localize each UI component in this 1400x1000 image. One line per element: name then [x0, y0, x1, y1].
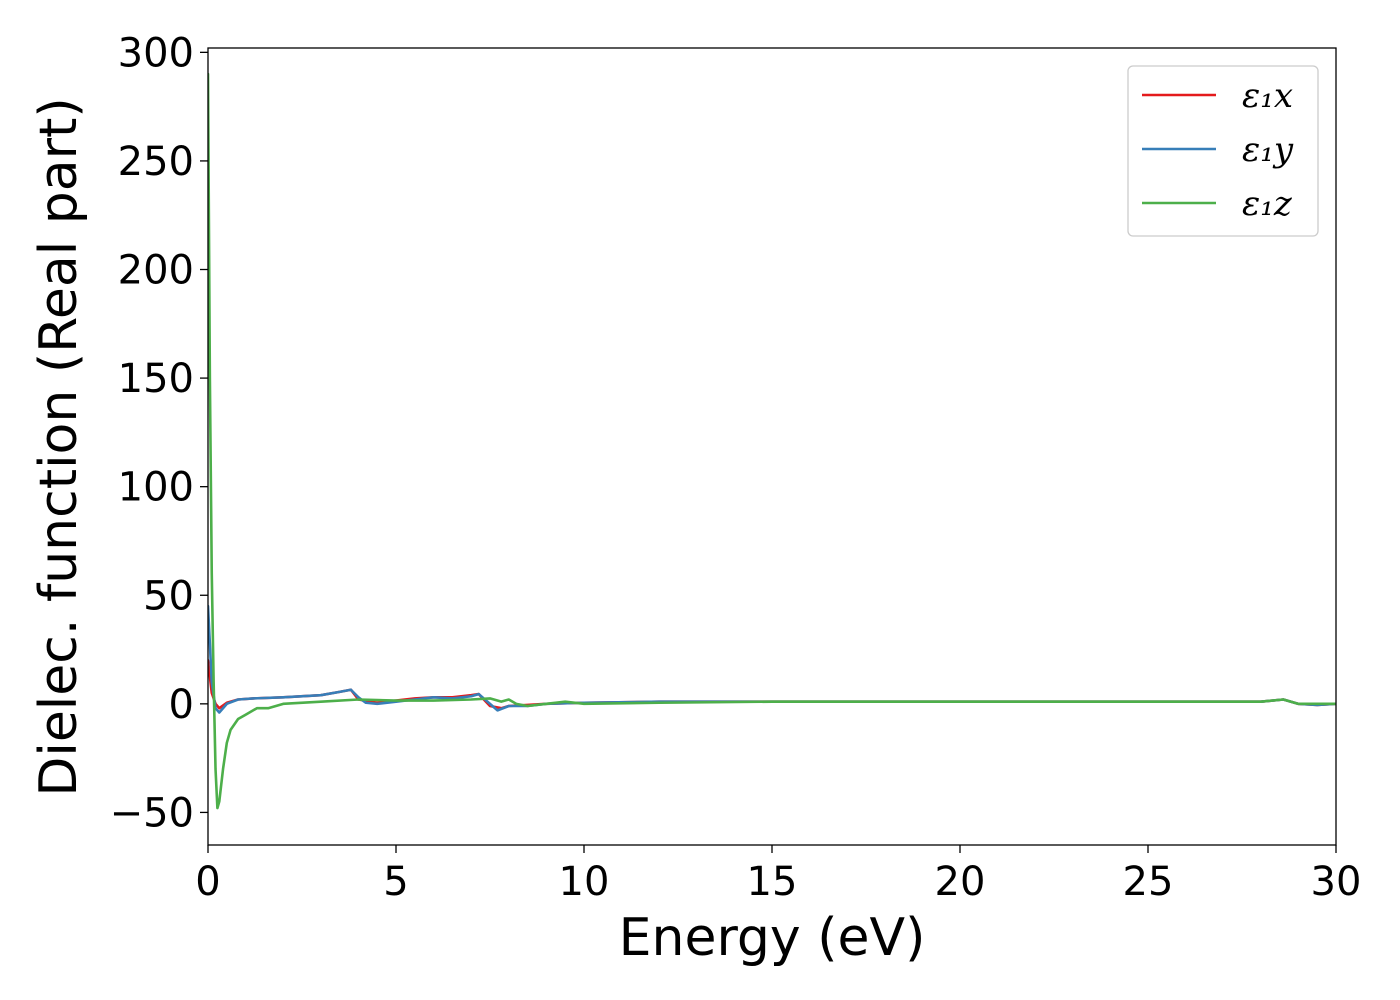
- y-tick-label: 0: [169, 682, 194, 728]
- y-tick-label: 300: [118, 30, 194, 76]
- x-tick-label: 15: [747, 859, 798, 905]
- y-tick-label: 50: [143, 573, 194, 619]
- series-line-2: [208, 72, 1336, 810]
- y-tick-label: 250: [118, 139, 194, 185]
- legend-label: ε₁z: [1242, 184, 1293, 224]
- y-axis-label: Dielec. function (Real part): [29, 97, 89, 796]
- x-tick-label: 20: [935, 859, 986, 905]
- series-group: [208, 72, 1336, 810]
- x-tick-label: 30: [1311, 859, 1362, 905]
- legend-label: ε₁y: [1242, 130, 1294, 170]
- x-tick-label: 5: [383, 859, 408, 905]
- x-tick-label: 25: [1123, 859, 1174, 905]
- legend-label: ε₁x: [1242, 76, 1293, 116]
- y-tick-label: 150: [118, 356, 194, 402]
- x-axis-label: Energy (eV): [619, 908, 926, 968]
- y-tick-label: 100: [118, 465, 194, 511]
- legend: ε₁x ε₁y ε₁z: [1127, 65, 1319, 237]
- y-tick-label: 200: [118, 248, 194, 294]
- y-axis-ticks: −50 0 50 100 150 200 250 300: [110, 30, 208, 836]
- x-axis-ticks: 0 5 10 15 20 25 30: [195, 845, 1361, 905]
- legend-box: [1127, 65, 1319, 237]
- x-tick-label: 10: [559, 859, 610, 905]
- x-tick-label: 0: [195, 859, 220, 905]
- y-tick-label: −50: [110, 790, 194, 836]
